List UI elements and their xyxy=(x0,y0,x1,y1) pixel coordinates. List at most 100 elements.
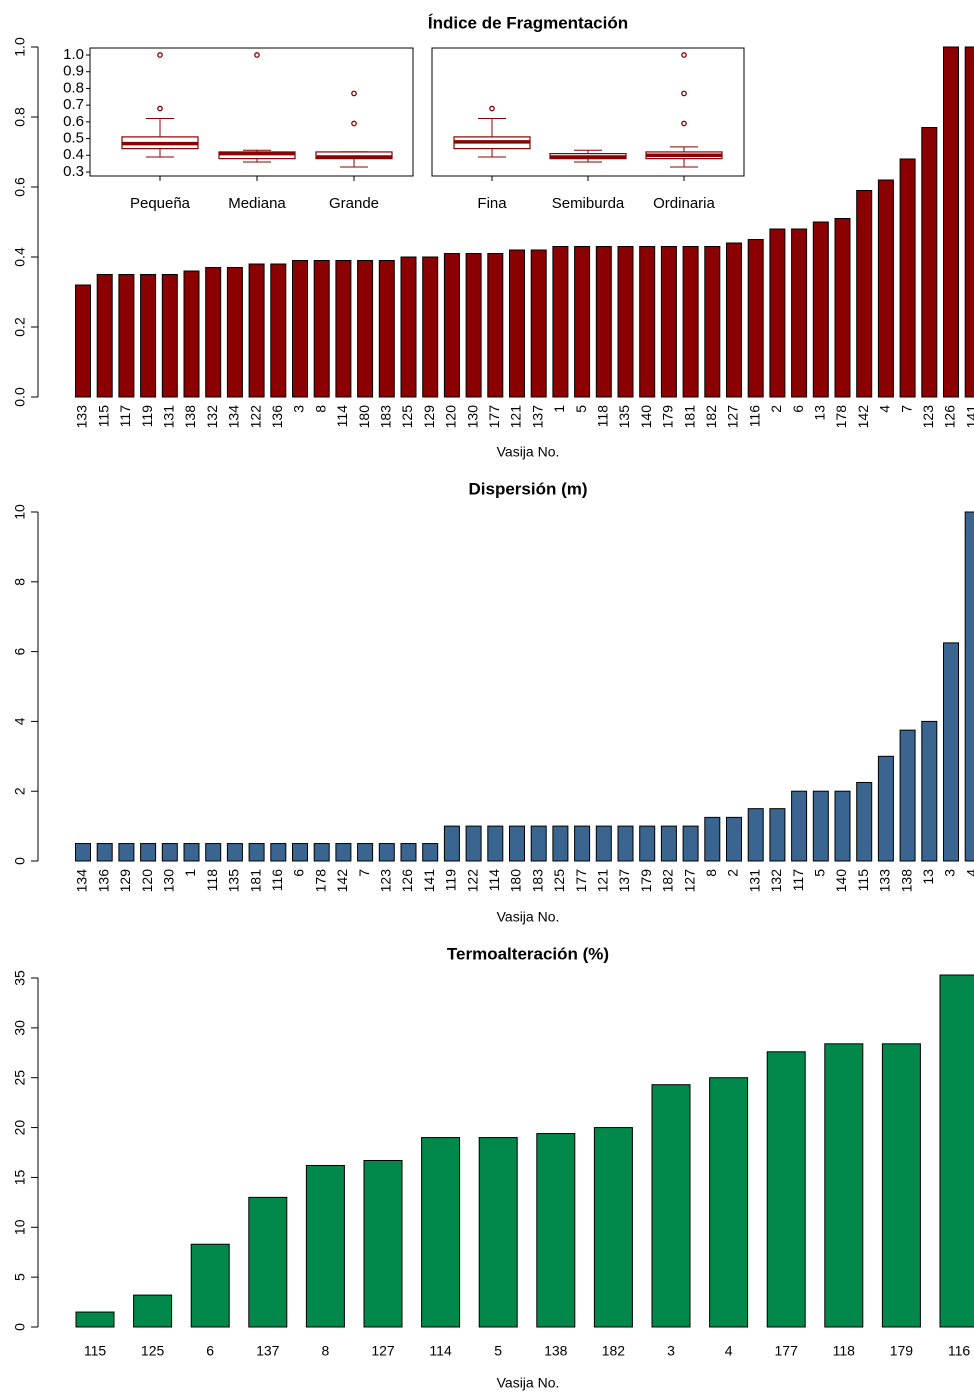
x-tick-label: 129 xyxy=(421,405,437,429)
x-tick-label: 130 xyxy=(464,405,480,429)
x-tick-label: 127 xyxy=(681,869,697,893)
bar xyxy=(75,284,91,398)
outlier xyxy=(681,90,687,97)
bar xyxy=(726,816,742,862)
bar xyxy=(292,843,308,862)
x-tick-label: 136 xyxy=(269,405,285,429)
bar xyxy=(660,825,677,862)
y-tick-label: 10 xyxy=(12,504,28,520)
x-tick-label: 138 xyxy=(182,405,198,429)
bar xyxy=(487,825,504,862)
bar xyxy=(530,249,547,398)
x-tick-label: 122 xyxy=(247,405,263,429)
x-tick-label: 120 xyxy=(443,405,459,429)
chart-title: Índice de Fragmentación xyxy=(428,13,628,32)
y-tick-label: 0.6 xyxy=(12,177,28,197)
x-tick-label: 6 xyxy=(291,869,307,877)
x-tick-label: 142 xyxy=(855,405,871,429)
y-tick-label: 0 xyxy=(12,1323,28,1331)
bar xyxy=(943,46,959,398)
x-tick-label: 13 xyxy=(920,869,936,885)
x-tick-label: 127 xyxy=(725,405,741,429)
bar xyxy=(682,825,699,862)
x-tick-label: 122 xyxy=(464,869,480,893)
x-tick-label: Mediana xyxy=(228,195,286,212)
bar xyxy=(205,267,222,398)
bar xyxy=(75,843,91,862)
x-tick-label: 4 xyxy=(725,1343,733,1359)
y-tick-label: 0.3 xyxy=(63,163,84,180)
x-tick-label: 181 xyxy=(247,869,263,893)
bar xyxy=(270,263,287,398)
x-tick-label: 126 xyxy=(942,405,958,429)
bar xyxy=(378,260,395,398)
bar xyxy=(595,246,612,398)
bar xyxy=(378,843,395,862)
x-tick-label: 1 xyxy=(551,405,567,413)
x-tick-label: 116 xyxy=(746,405,762,428)
bar xyxy=(834,218,851,398)
bar xyxy=(248,843,265,862)
bar xyxy=(651,1084,691,1328)
bar xyxy=(747,808,764,862)
bar xyxy=(305,1164,345,1328)
y-tick-label: 0.4 xyxy=(12,247,28,267)
x-tick-label: 5 xyxy=(573,405,589,413)
x-tick-label: 179 xyxy=(890,1343,914,1359)
bar xyxy=(943,642,959,862)
x-tick-label: 140 xyxy=(638,405,654,429)
chart-title: Dispersión (m) xyxy=(468,479,587,498)
x-tick-label: 126 xyxy=(399,869,415,893)
x-tick-label: 141 xyxy=(963,405,974,429)
x-tick-label: 130 xyxy=(161,869,177,893)
bar xyxy=(443,253,460,398)
outlier xyxy=(157,52,163,58)
bar xyxy=(118,274,135,398)
bar xyxy=(574,825,591,862)
outlier xyxy=(681,120,687,127)
x-tick-label: 180 xyxy=(508,869,524,893)
x-tick-label: 133 xyxy=(74,405,90,429)
y-tick-label: 8 xyxy=(12,578,28,586)
x-tick-label: 142 xyxy=(334,869,350,893)
bar xyxy=(183,270,200,398)
bar xyxy=(96,274,113,398)
chart-title: Termoalteración (%) xyxy=(447,944,609,963)
bar xyxy=(639,825,656,862)
bar xyxy=(791,228,808,398)
bar xyxy=(574,246,591,398)
x-tick-label: 114 xyxy=(486,869,502,892)
x-tick-label: 116 xyxy=(269,869,285,892)
bar xyxy=(465,253,482,398)
y-tick-label: 30 xyxy=(12,1020,28,1036)
x-tick-label: 116 xyxy=(948,1343,971,1359)
bar xyxy=(939,974,974,1328)
bar xyxy=(812,790,829,862)
x-tick-label: 119 xyxy=(139,405,155,428)
outlier xyxy=(681,52,687,58)
bar xyxy=(465,825,482,862)
y-tick-label: 0.5 xyxy=(63,130,84,147)
bar xyxy=(747,239,764,398)
x-tick-label: 125 xyxy=(141,1343,165,1359)
outlier xyxy=(351,120,357,127)
x-tick-label: 8 xyxy=(322,1343,330,1359)
bar xyxy=(682,246,699,398)
x-tick-label: 178 xyxy=(833,405,849,429)
x-tick-label: 177 xyxy=(775,1343,799,1359)
x-tick-label: Ordinaria xyxy=(653,195,715,212)
outlier xyxy=(489,105,495,112)
x-tick-label: 135 xyxy=(616,405,632,429)
x-tick-label: 5 xyxy=(494,1343,502,1359)
x-tick-label: 119 xyxy=(443,869,459,892)
bar xyxy=(964,46,974,398)
x-tick-label: 129 xyxy=(117,869,133,893)
y-tick-label: 6 xyxy=(12,647,28,655)
x-tick-label: 182 xyxy=(660,869,676,893)
x-tick-label: 118 xyxy=(595,405,611,428)
bar xyxy=(226,843,243,862)
y-tick-label: 15 xyxy=(12,1169,28,1185)
bar xyxy=(140,274,157,398)
bar xyxy=(183,843,200,862)
y-tick-label: 0.8 xyxy=(12,107,28,127)
